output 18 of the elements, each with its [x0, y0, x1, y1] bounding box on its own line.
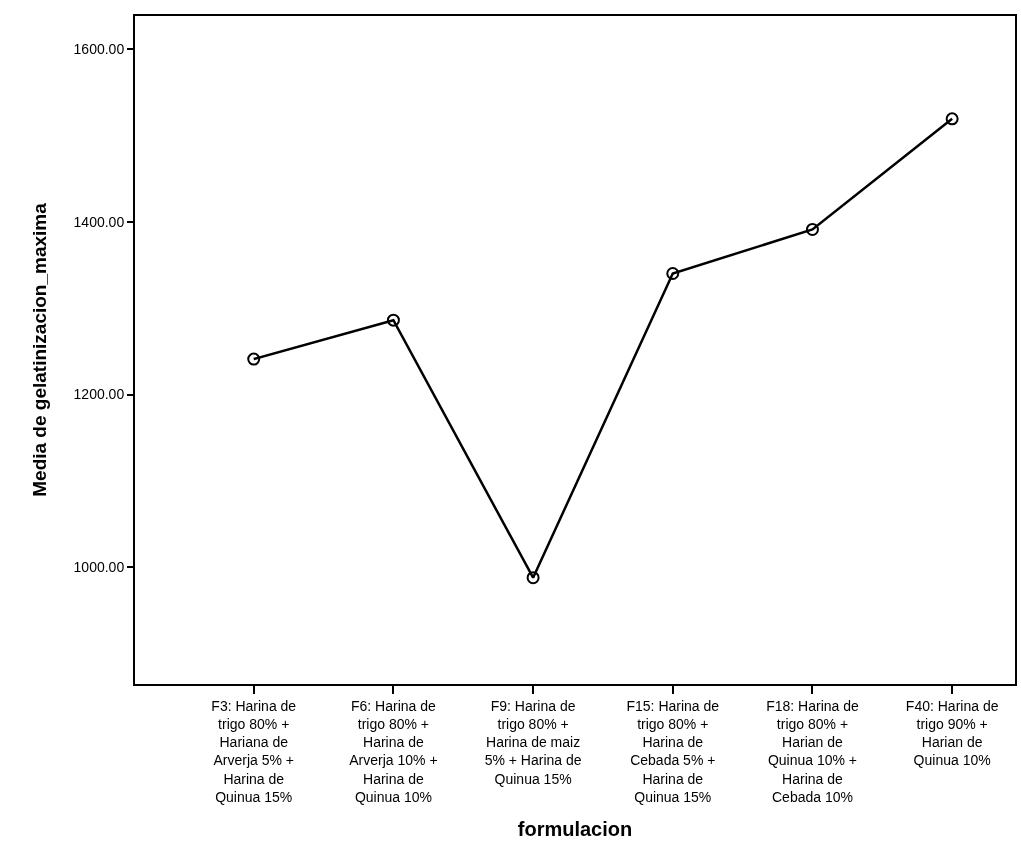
- x-tick-label: F15: Harina de trigo 80% + Harina de Cebada 5% + Harina de Quinua 15%: [626, 697, 720, 805]
- y-axis-title: Media de gelatinizacion_maxima: [28, 202, 50, 497]
- point: [805, 222, 819, 236]
- y-tick-label: 1200.00: [73, 386, 125, 403]
- x-tick-label: F18: Harina de trigo 80% + Harian de Quinua 10% + Harina de Cebada 10%: [766, 697, 859, 805]
- x-tick-label: F3: Harina de trigo 80% + Hariana de Arverja 5% + Harina de Quinua 15%: [211, 697, 297, 805]
- point: [526, 571, 540, 585]
- x-axis-title: formulacion: [517, 817, 633, 840]
- y-tick-label: 1600.00: [73, 40, 125, 57]
- point: [247, 352, 261, 366]
- x-tick-label: F40: Harina de trigo 90% + Harian de Quinua 10%: [905, 697, 999, 769]
- x-tick-label: F6: Harina de trigo 80% + Harina de Arverja 10% + Harina de Quinua 10%: [349, 697, 438, 805]
- y-tick-label: 1000.00: [73, 559, 125, 576]
- point: [666, 267, 680, 281]
- y-tick-label: 1400.00: [73, 213, 125, 230]
- point: [386, 313, 400, 327]
- point: [945, 112, 959, 126]
- x-tick-label: F9: Harina de trigo 80% + Harina de maiz 5% + Harina de Quinua 15%: [484, 697, 582, 787]
